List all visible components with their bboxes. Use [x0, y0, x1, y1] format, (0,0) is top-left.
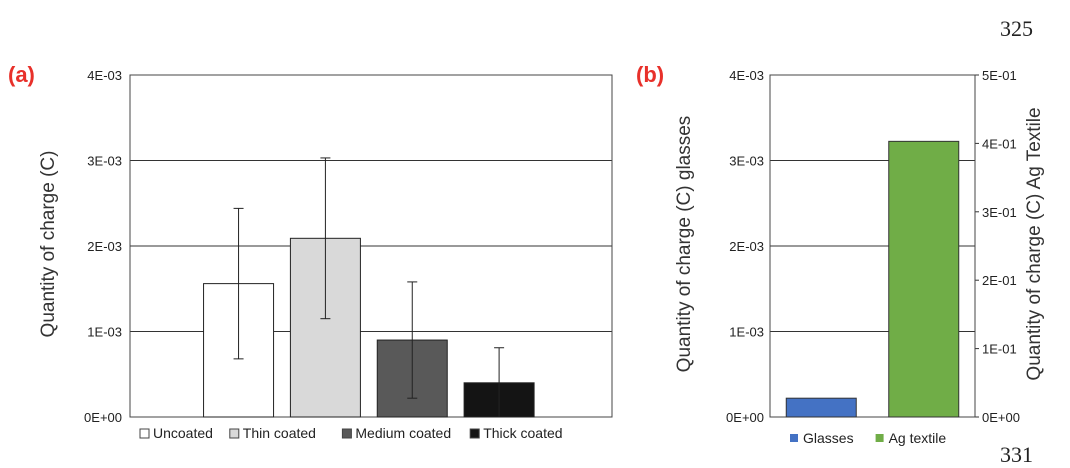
- panel-b-left-tick-label: 2E-03: [729, 239, 764, 254]
- panel-a-legend-swatch: [341, 428, 352, 439]
- panel-a-legend-swatch: [469, 428, 480, 439]
- panel-a-y-tick-label: 1E-03: [87, 325, 122, 340]
- panel-b-left-tick-label: 3E-03: [729, 154, 764, 169]
- panel-b-right-tick-label: 2E-01: [982, 273, 1017, 288]
- panel-b-bar: [785, 397, 857, 418]
- panel-b-plot: 0E+00 1E-03 2E-03 3E-03 4E-03 0E+00 1E-01 2E-01…: [726, 68, 1020, 446]
- panel-a-y-axis-title: Quantity of charge (C): [38, 151, 59, 338]
- panel-b-right-tick-label: 3E-01: [982, 205, 1017, 220]
- panel-a-plot: 0E+00 1E-03 2E-03 3E-03 4E-03 Uncoated Thin co…: [84, 68, 613, 441]
- panel-a-legend-swatch: [139, 428, 150, 439]
- panel-b-legend-swatch: [875, 434, 884, 442]
- panel-a-legend-label: Thick coated: [483, 425, 562, 441]
- panel-b-plot-frame: [769, 74, 976, 418]
- panel-b-left-tick-label: 4E-03: [729, 68, 764, 83]
- panel-a-y-tick-label: 4E-03: [87, 68, 122, 83]
- panel-b-left-tick-label: 0E+00: [726, 410, 764, 425]
- panel-a-tag: (a): [8, 62, 35, 87]
- panel-a-legend-swatch: [229, 428, 240, 439]
- panel-b-legend-swatch: [790, 434, 798, 442]
- panel-b-right-tick-label: 4E-01: [982, 136, 1017, 151]
- panel-b-right-tick-label: 5E-01: [982, 68, 1017, 83]
- panel-b-right-tick-label: 0E+00: [982, 410, 1020, 425]
- panel-a-y-tick-label: 3E-03: [87, 154, 122, 169]
- panel-a-legend-label: Medium coated: [355, 425, 451, 441]
- line-number-bottom: 331: [1000, 442, 1033, 467]
- panel-a-y-tick-label: 0E+00: [84, 410, 122, 425]
- panel-a-y-tick-label: 2E-03: [87, 239, 122, 254]
- panel-b-right-tick-label: 1E-01: [982, 342, 1017, 357]
- panel-b-legend-label: Glasses: [803, 430, 854, 446]
- panel-b-bar: [888, 140, 960, 418]
- panel-b-legend-label: Ag textile: [889, 430, 947, 446]
- panel-b-left-tick-label: 1E-03: [729, 325, 764, 340]
- panel-b-left-axis-title: Quantity of charge (C) glasses: [674, 116, 695, 373]
- panel-a-plot-frame: [129, 74, 613, 418]
- panel-a-legend-label: Uncoated: [153, 425, 213, 441]
- panel-a-legend-label: Thin coated: [243, 425, 316, 441]
- panel-b-tag: (b): [636, 62, 664, 87]
- panel-b-right-axis-title: Quantity of charge (C) Ag Textile: [1024, 107, 1045, 380]
- line-number-top: 325: [1000, 16, 1033, 41]
